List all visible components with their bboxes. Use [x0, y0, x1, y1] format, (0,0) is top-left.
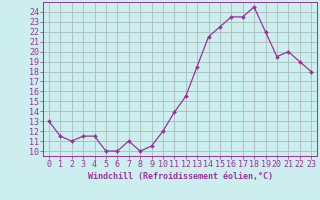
- X-axis label: Windchill (Refroidissement éolien,°C): Windchill (Refroidissement éolien,°C): [87, 172, 273, 181]
